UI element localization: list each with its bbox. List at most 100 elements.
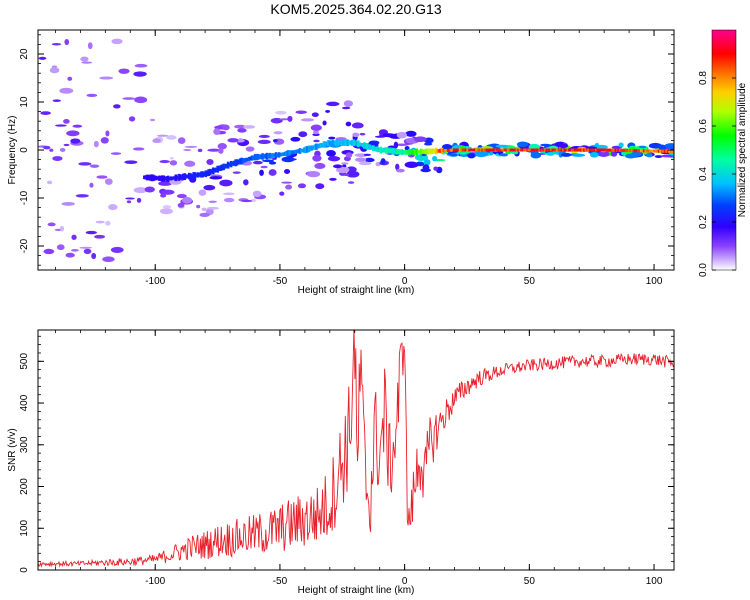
heatmap-blob xyxy=(67,76,73,81)
heatmap-blob xyxy=(285,184,292,190)
heatmap-blob xyxy=(540,143,551,147)
heatmap-ridge-cell xyxy=(225,163,228,168)
heatmap-blob xyxy=(133,71,147,77)
heatmap-ridge-cell xyxy=(663,149,667,153)
heatmap-ridge-cell xyxy=(289,151,293,155)
heatmap-blob xyxy=(433,166,439,171)
heatmap-ridge-cell xyxy=(315,143,318,150)
heatmap-ridge-cell xyxy=(467,148,471,152)
heatmap-ridge-cell xyxy=(267,153,270,159)
heatmap-ridge-cell xyxy=(255,153,258,161)
heatmap-ridge-cell xyxy=(325,141,329,146)
heatmap-ridge-cell xyxy=(229,160,233,168)
heatmap-ridge-cell xyxy=(596,148,600,152)
heatmap-ridge-cell xyxy=(286,150,290,157)
heatmap-ridge-cell xyxy=(668,149,671,153)
heatmap-ridge-cell xyxy=(636,149,640,153)
heatmap-ridge-cell xyxy=(413,150,417,154)
heatmap-ridge-cell xyxy=(590,148,594,152)
heatmap-ridge-cell xyxy=(472,148,475,152)
heatmap-blob xyxy=(661,154,674,158)
heatmap-blob xyxy=(273,131,283,135)
heatmap-ridge-cell xyxy=(204,170,208,178)
heatmap-ridge-cell xyxy=(297,149,300,154)
heatmap-ridge-cell xyxy=(484,148,487,152)
heatmap-blob xyxy=(310,124,322,131)
heatmap-ridge-cell xyxy=(672,149,674,153)
heatmap-ridge-cell xyxy=(571,148,574,152)
heatmap-blob xyxy=(66,130,80,137)
x-tick-label: 0 xyxy=(402,576,408,587)
heatmap-blob xyxy=(94,234,106,239)
heatmap-ridge-cell xyxy=(205,170,209,177)
heatmap-ridge-cell xyxy=(379,146,383,154)
heatmap-ridge-cell xyxy=(407,149,411,156)
heatmap-blob xyxy=(177,202,185,208)
heatmap-ridge-cell xyxy=(550,148,553,152)
y-tick-label: 400 xyxy=(19,394,30,411)
heatmap-blob xyxy=(51,65,58,68)
heatmap-blob xyxy=(546,151,555,156)
heatmap-blob xyxy=(152,138,161,144)
heatmap-ridge-cell xyxy=(612,148,616,152)
heatmap-ridge-cell xyxy=(615,148,619,152)
heatmap-blob xyxy=(571,153,586,157)
heatmap-blob xyxy=(223,192,235,196)
heatmap-ridge-cell xyxy=(336,139,339,147)
heatmap-ridge-cell xyxy=(617,148,621,152)
heatmap-blob xyxy=(380,158,386,165)
heatmap-blob xyxy=(113,104,121,109)
heatmap-ridge-cell xyxy=(241,158,245,164)
x-tick-label: -50 xyxy=(273,576,288,587)
heatmap-blob xyxy=(80,56,89,62)
heatmap-ridge-cell xyxy=(605,148,609,152)
heatmap-blob xyxy=(516,141,529,148)
heatmap-blob xyxy=(162,205,172,209)
heatmap-blob xyxy=(201,207,207,212)
heatmap-ridge-cell xyxy=(614,148,618,152)
x-tick-label: 50 xyxy=(524,576,536,587)
heatmap-ridge-cell xyxy=(476,148,480,152)
heatmap-ridge-cell xyxy=(156,176,160,180)
heatmap-blob xyxy=(341,106,351,110)
heatmap-blob xyxy=(268,169,277,176)
heatmap-ridge-cell xyxy=(511,148,514,152)
heatmap-ridge-cell xyxy=(372,145,375,152)
heatmap-blob xyxy=(329,177,337,181)
heatmap-blob xyxy=(209,176,223,180)
heatmap-blob xyxy=(208,200,218,203)
heatmap-ridge-cell xyxy=(470,148,474,152)
heatmap-blob xyxy=(219,179,233,187)
heatmap-blob xyxy=(359,132,366,136)
heatmap-ridge-cell xyxy=(496,148,499,152)
heatmap-ridge-cell xyxy=(223,163,227,169)
heatmap-ridge-cell xyxy=(190,173,194,178)
heatmap-ridge-cell xyxy=(641,149,644,153)
heatmap-ridge-cell xyxy=(283,151,287,156)
heatmap-ridge-cell xyxy=(268,152,272,159)
heatmap-ridge-cell xyxy=(324,141,327,147)
heatmap-ridge-cell xyxy=(580,148,583,152)
heatmap-ridge-cell xyxy=(594,148,598,152)
heatmap-ridge-cell xyxy=(153,175,157,181)
heatmap-ridge-cell xyxy=(464,148,468,152)
heatmap-blob xyxy=(234,124,247,129)
heatmap-blob xyxy=(59,225,65,232)
heatmap-ridge-cell xyxy=(240,157,243,165)
heatmap-ridge-cell xyxy=(409,149,413,155)
heatmap-ridge-cell xyxy=(357,140,360,148)
heatmap-blob xyxy=(65,252,75,258)
heatmap-blob xyxy=(227,138,239,143)
heatmap-ridge-cell xyxy=(152,174,155,182)
heatmap-ridge-cell xyxy=(536,148,540,152)
heatmap-ridge-cell xyxy=(150,174,154,182)
heatmap-blob xyxy=(160,189,175,195)
heatmap-ridge-cell xyxy=(584,148,588,152)
heatmap-ridge-cell xyxy=(363,142,366,149)
heatmap-ridge-cell xyxy=(487,148,490,152)
heatmap-ridge-cell xyxy=(282,152,285,156)
heatmap-ridge-cell xyxy=(385,147,389,154)
heatmap-ridge-cell xyxy=(389,148,393,154)
heatmap-ridge-cell xyxy=(310,145,314,151)
heatmap-ridge-cell xyxy=(211,167,215,175)
